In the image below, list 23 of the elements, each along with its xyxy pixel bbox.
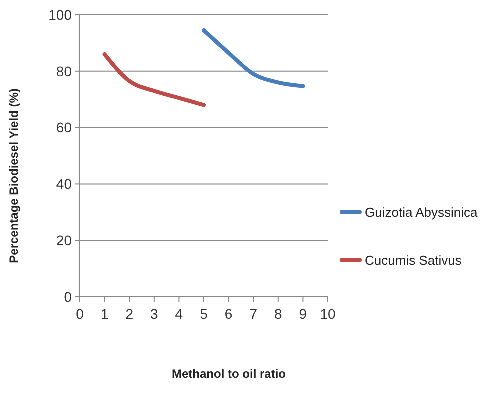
x-tick-label: 5 bbox=[200, 306, 208, 322]
x-axis-title: Methanol to oil ratio bbox=[172, 367, 286, 381]
legend-label: Guizotia Abyssinica bbox=[365, 204, 478, 220]
y-tick-label: 80 bbox=[56, 63, 72, 80]
y-tick-label: 60 bbox=[56, 120, 72, 136]
x-tick-label: 7 bbox=[250, 306, 258, 322]
x-tick-label: 1 bbox=[100, 306, 109, 322]
y-tick-label: 0 bbox=[64, 288, 72, 305]
x-tick-label: 3 bbox=[150, 306, 158, 322]
x-tick-label: 2 bbox=[126, 306, 134, 322]
line-series bbox=[102, 52, 206, 108]
x-tick-label: 10 bbox=[320, 306, 336, 322]
x-tick-label: 9 bbox=[299, 306, 308, 322]
x-tick-label: 0 bbox=[76, 306, 84, 322]
y-axis-title: Percentage Biodiesel Yield (%) bbox=[7, 88, 21, 264]
x-tick-label: 6 bbox=[224, 306, 233, 322]
legend-label: Cucumis Sativus bbox=[365, 252, 462, 268]
x-tick-label: 4 bbox=[175, 306, 184, 322]
x-tick-label: 8 bbox=[274, 306, 282, 322]
line-series bbox=[202, 28, 306, 88]
y-tick-label: 20 bbox=[56, 232, 72, 248]
y-tick-label: 40 bbox=[56, 176, 72, 192]
y-tick-label: 100 bbox=[48, 6, 72, 23]
